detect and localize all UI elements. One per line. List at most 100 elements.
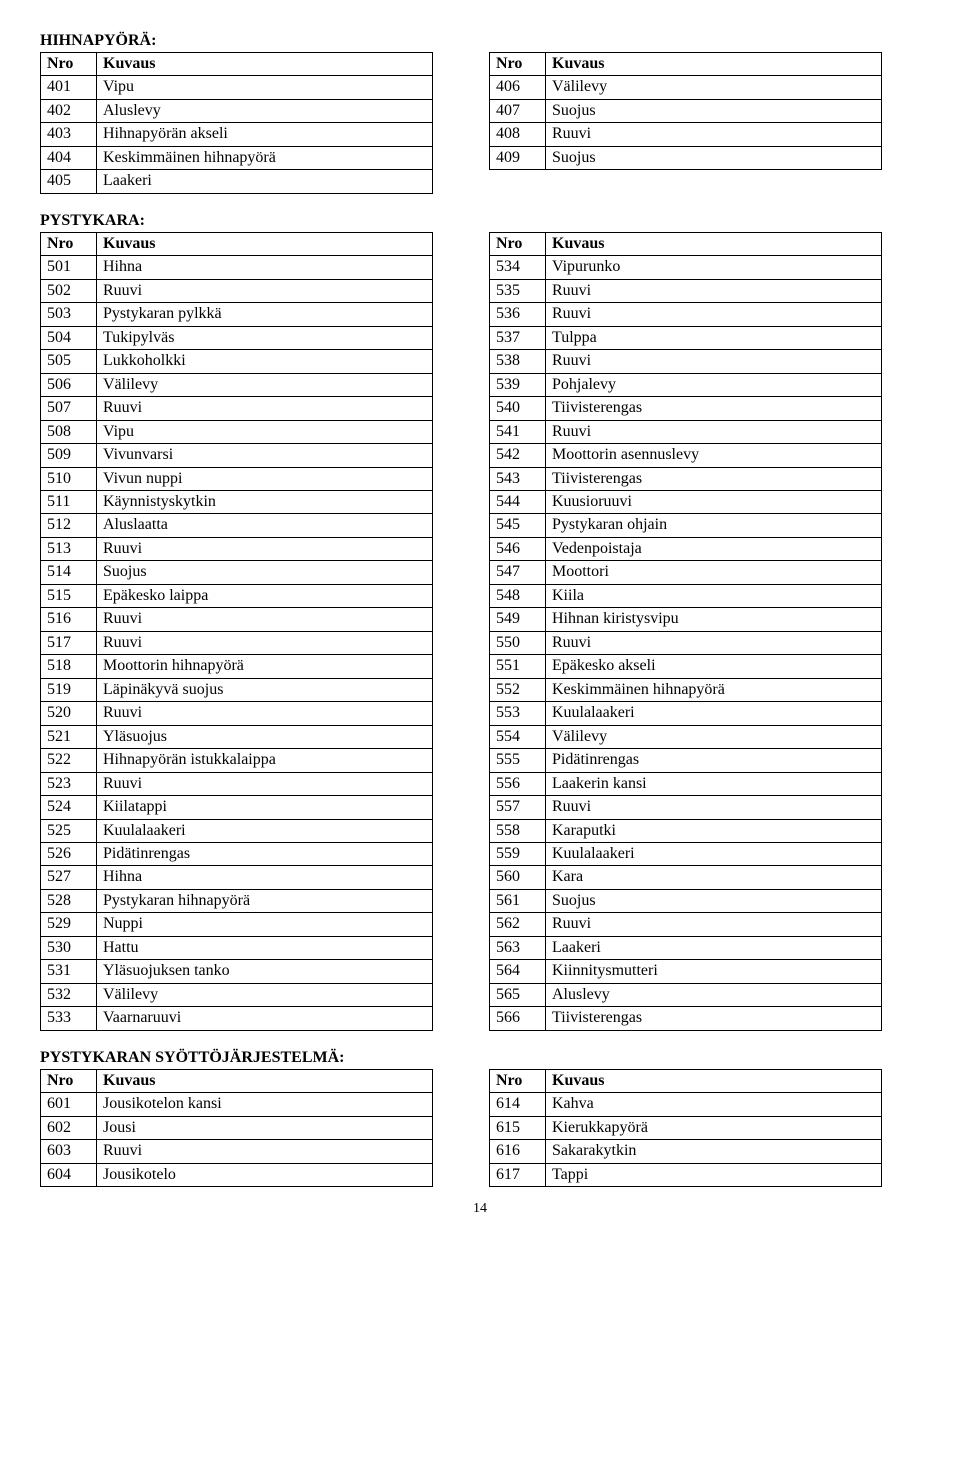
cell-kuvaus: Jousi [97, 1116, 433, 1139]
cell-nro: 524 [41, 796, 97, 819]
table-row: 406Välilevy [490, 76, 882, 99]
table-row: 520Ruuvi [41, 702, 433, 725]
table-row: 531Yläsuojuksen tanko [41, 960, 433, 983]
cell-kuvaus: Välilevy [97, 983, 433, 1006]
cell-kuvaus: Ruuvi [546, 350, 882, 373]
cell-kuvaus: Tiivisterengas [546, 467, 882, 490]
cell-kuvaus: Kuulalaakeri [97, 819, 433, 842]
table-row: 404Keskimmäinen hihnapyörä [41, 146, 433, 169]
cell-kuvaus: Vedenpoistaja [546, 537, 882, 560]
cell-kuvaus: Ruuvi [97, 772, 433, 795]
cell-kuvaus: Pidätinrengas [546, 749, 882, 772]
cell-nro: 561 [490, 889, 546, 912]
cell-nro: 511 [41, 490, 97, 513]
cell-kuvaus: Ruuvi [97, 608, 433, 631]
cell-nro: 563 [490, 936, 546, 959]
cell-nro: 616 [490, 1140, 546, 1163]
cell-nro: 501 [41, 256, 97, 279]
table-row: 601Jousikotelon kansi [41, 1093, 433, 1116]
cell-nro: 517 [41, 631, 97, 654]
col-header-nro: Nro [41, 232, 97, 255]
cell-nro: 527 [41, 866, 97, 889]
col-header-kuvaus: Kuvaus [546, 53, 882, 76]
table-row: 505Lukkoholkki [41, 350, 433, 373]
table-row: 553Kuulalaakeri [490, 702, 882, 725]
table-row: 516Ruuvi [41, 608, 433, 631]
cell-nro: 555 [490, 749, 546, 772]
cell-kuvaus: Aluslevy [546, 983, 882, 1006]
table-row: 527Hihna [41, 866, 433, 889]
cell-kuvaus: Moottori [546, 561, 882, 584]
cell-nro: 530 [41, 936, 97, 959]
cell-nro: 502 [41, 279, 97, 302]
cell-kuvaus: Yläsuojuksen tanko [97, 960, 433, 983]
cell-nro: 512 [41, 514, 97, 537]
cell-nro: 544 [490, 490, 546, 513]
table-row: 615Kierukkapyörä [490, 1116, 882, 1139]
cell-kuvaus: Kiinnitysmutteri [546, 960, 882, 983]
cell-nro: 505 [41, 350, 97, 373]
cell-nro: 503 [41, 303, 97, 326]
cell-nro: 401 [41, 76, 97, 99]
cell-kuvaus: Kiilatappi [97, 796, 433, 819]
col-header-nro: Nro [490, 53, 546, 76]
table-row: 602Jousi [41, 1116, 433, 1139]
cell-kuvaus: Kuulalaakeri [546, 843, 882, 866]
table-row: 512Aluslaatta [41, 514, 433, 537]
cell-nro: 405 [41, 170, 97, 193]
cell-nro: 546 [490, 537, 546, 560]
cell-kuvaus: Vaarnaruuvi [97, 1007, 433, 1030]
cell-kuvaus: Kiila [546, 584, 882, 607]
cell-nro: 513 [41, 537, 97, 560]
table-row: 528Pystykaran hihnapyörä [41, 889, 433, 912]
table-row: 403Hihnapyörän akseli [41, 123, 433, 146]
cell-nro: 543 [490, 467, 546, 490]
cell-nro: 553 [490, 702, 546, 725]
cell-nro: 408 [490, 123, 546, 146]
cell-nro: 403 [41, 123, 97, 146]
cell-nro: 562 [490, 913, 546, 936]
table-row: 603Ruuvi [41, 1140, 433, 1163]
cell-kuvaus: Vivun nuppi [97, 467, 433, 490]
table-row: 540Tiivisterengas [490, 397, 882, 420]
hihnapyora-left-table: NroKuvaus401Vipu402Aluslevy403Hihnapyörä… [40, 52, 433, 194]
cell-nro: 404 [41, 146, 97, 169]
cell-kuvaus: Laakeri [97, 170, 433, 193]
cell-kuvaus: Kuusioruuvi [546, 490, 882, 513]
cell-nro: 529 [41, 913, 97, 936]
cell-kuvaus: Ruuvi [97, 631, 433, 654]
table-row: 407Suojus [490, 99, 882, 122]
cell-kuvaus: Suojus [546, 146, 882, 169]
table-row: 555Pidätinrengas [490, 749, 882, 772]
section-title-pystykara: PYSTYKARA: [40, 212, 920, 230]
col-header-nro: Nro [41, 1069, 97, 1092]
cell-nro: 514 [41, 561, 97, 584]
cell-kuvaus: Moottorin asennuslevy [546, 444, 882, 467]
cell-kuvaus: Tiivisterengas [546, 1007, 882, 1030]
table-row: 501Hihna [41, 256, 433, 279]
cell-nro: 534 [490, 256, 546, 279]
cell-nro: 520 [41, 702, 97, 725]
table-row: 509Vivunvarsi [41, 444, 433, 467]
table-row: 614Kahva [490, 1093, 882, 1116]
cell-kuvaus: Ruuvi [97, 1140, 433, 1163]
cell-kuvaus: Keskimmäinen hihnapyörä [546, 678, 882, 701]
table-row: 533Vaarnaruuvi [41, 1007, 433, 1030]
cell-nro: 550 [490, 631, 546, 654]
cell-kuvaus: Kahva [546, 1093, 882, 1116]
cell-nro: 545 [490, 514, 546, 537]
table-row: 542Moottorin asennuslevy [490, 444, 882, 467]
cell-kuvaus: Ruuvi [97, 702, 433, 725]
section-title-syotto: PYSTYKARAN SYÖTTÖJÄRJESTELMÄ: [40, 1049, 920, 1067]
cell-nro: 516 [41, 608, 97, 631]
cell-kuvaus: Välilevy [546, 725, 882, 748]
cell-nro: 549 [490, 608, 546, 631]
cell-nro: 552 [490, 678, 546, 701]
table-row: 408Ruuvi [490, 123, 882, 146]
cell-nro: 617 [490, 1163, 546, 1186]
tables-row-hihnapyora: NroKuvaus401Vipu402Aluslevy403Hihnapyörä… [40, 52, 920, 194]
table-row: 556Laakerin kansi [490, 772, 882, 795]
table-row: 560Kara [490, 866, 882, 889]
table-row: 519Läpinäkyvä suojus [41, 678, 433, 701]
table-row: 518Moottorin hihnapyörä [41, 655, 433, 678]
